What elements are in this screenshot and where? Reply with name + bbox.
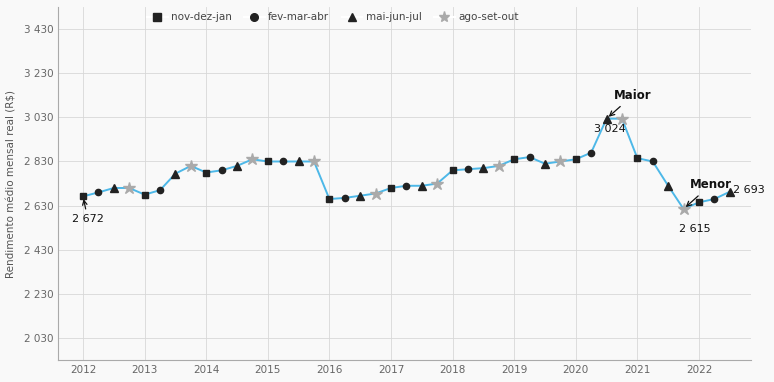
Legend: nov-dez-jan, fev-mar-abr, mai-jun-jul, ago-set-out: nov-dez-jan, fev-mar-abr, mai-jun-jul, a… xyxy=(147,12,519,22)
Text: Maior: Maior xyxy=(610,89,652,116)
Y-axis label: Rendimento médio mensal real (R$): Rendimento médio mensal real (R$) xyxy=(7,89,17,278)
Text: 2 693: 2 693 xyxy=(733,185,765,195)
Text: 2 615: 2 615 xyxy=(680,224,711,235)
Text: 2 672: 2 672 xyxy=(72,201,104,225)
Text: 3 024: 3 024 xyxy=(594,124,626,134)
Text: Menor: Menor xyxy=(687,178,731,206)
